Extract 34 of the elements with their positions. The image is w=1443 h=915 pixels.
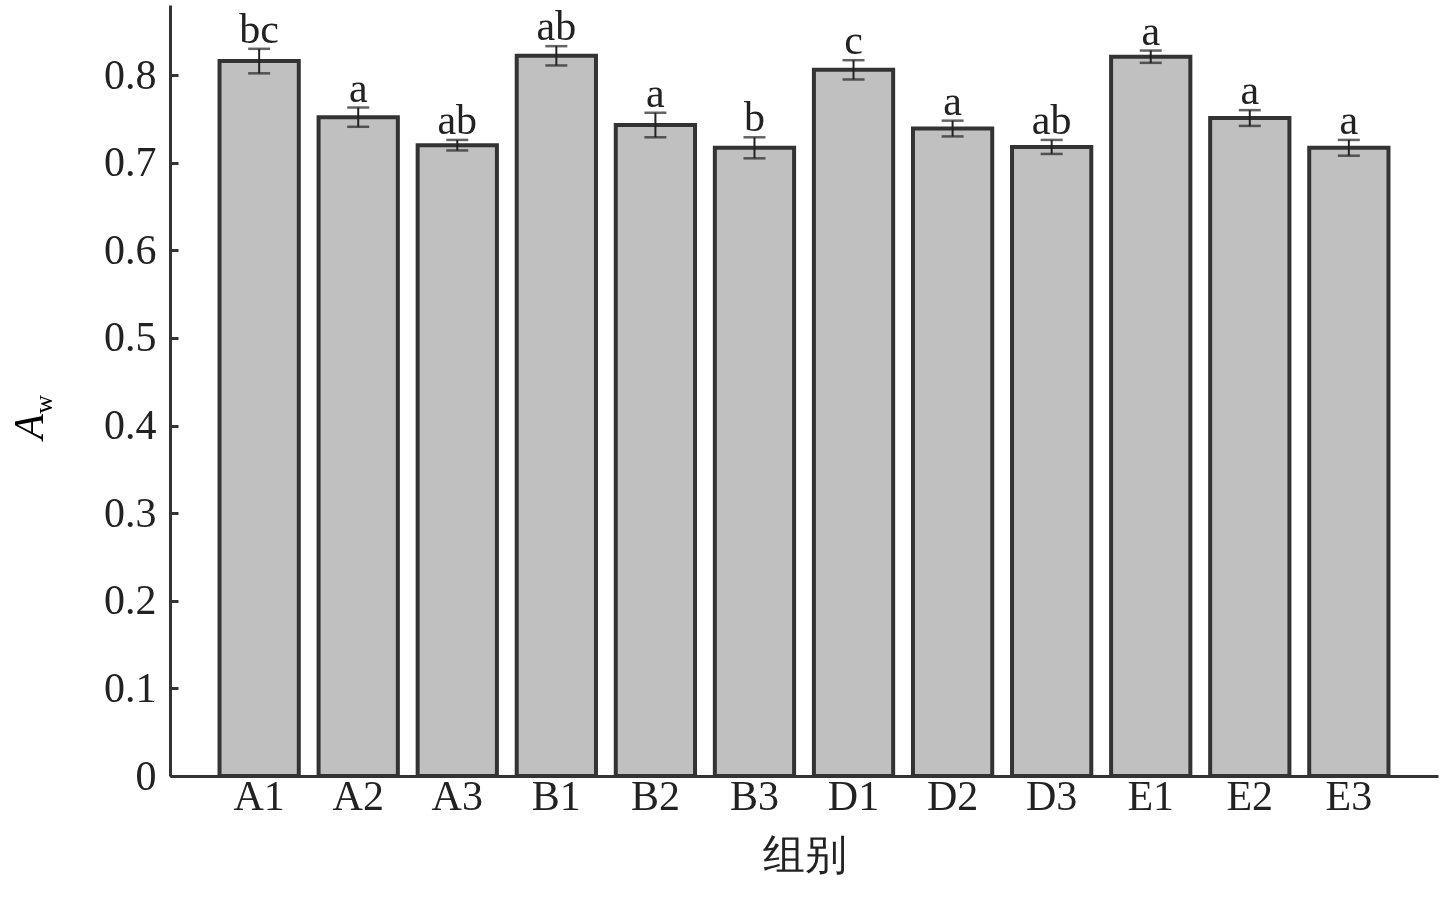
- x-tick-label: E1: [1127, 772, 1175, 819]
- annotation: a: [1339, 96, 1359, 143]
- annotation: a: [1141, 7, 1161, 54]
- y-tick-label: 0.4: [104, 402, 157, 449]
- annotation: b: [743, 94, 765, 141]
- x-tick-label: A2: [332, 772, 384, 819]
- y-tick-label: 0.8: [104, 51, 157, 98]
- x-tick-label: A3: [431, 772, 483, 819]
- y-tick-label: 0.1: [104, 664, 157, 711]
- x-tick-label: E2: [1226, 772, 1274, 819]
- annotation: a: [646, 69, 666, 116]
- annotation: ab: [1031, 96, 1072, 143]
- x-tick-label: D1: [827, 772, 880, 819]
- y-tick-label: 0.7: [104, 139, 157, 186]
- y-tick-label: 0.3: [104, 489, 157, 536]
- y-tick-label: 0.5: [104, 314, 157, 361]
- x-tick-label: A1: [233, 772, 285, 819]
- x-tick-label: B3: [729, 772, 779, 819]
- annotation: a: [943, 77, 963, 124]
- x-tick-label: E3: [1325, 772, 1373, 819]
- y-tick-label: 0.2: [104, 577, 157, 624]
- x-tick-label: B2: [630, 772, 680, 819]
- annotation: ab: [437, 96, 478, 143]
- x-tick-label: D3: [1025, 772, 1078, 819]
- annotation: bc: [239, 5, 279, 52]
- annotation: c: [844, 17, 863, 64]
- x-axis-title: 组别: [762, 831, 847, 878]
- y-tick-label: 0: [135, 752, 157, 799]
- x-tick-label: D2: [926, 772, 979, 819]
- annotation: a: [348, 64, 368, 111]
- annotation: ab: [536, 3, 577, 50]
- y-tick-label: 0.6: [104, 226, 157, 273]
- x-tick-label: B1: [531, 772, 581, 819]
- annotation: a: [1240, 67, 1260, 114]
